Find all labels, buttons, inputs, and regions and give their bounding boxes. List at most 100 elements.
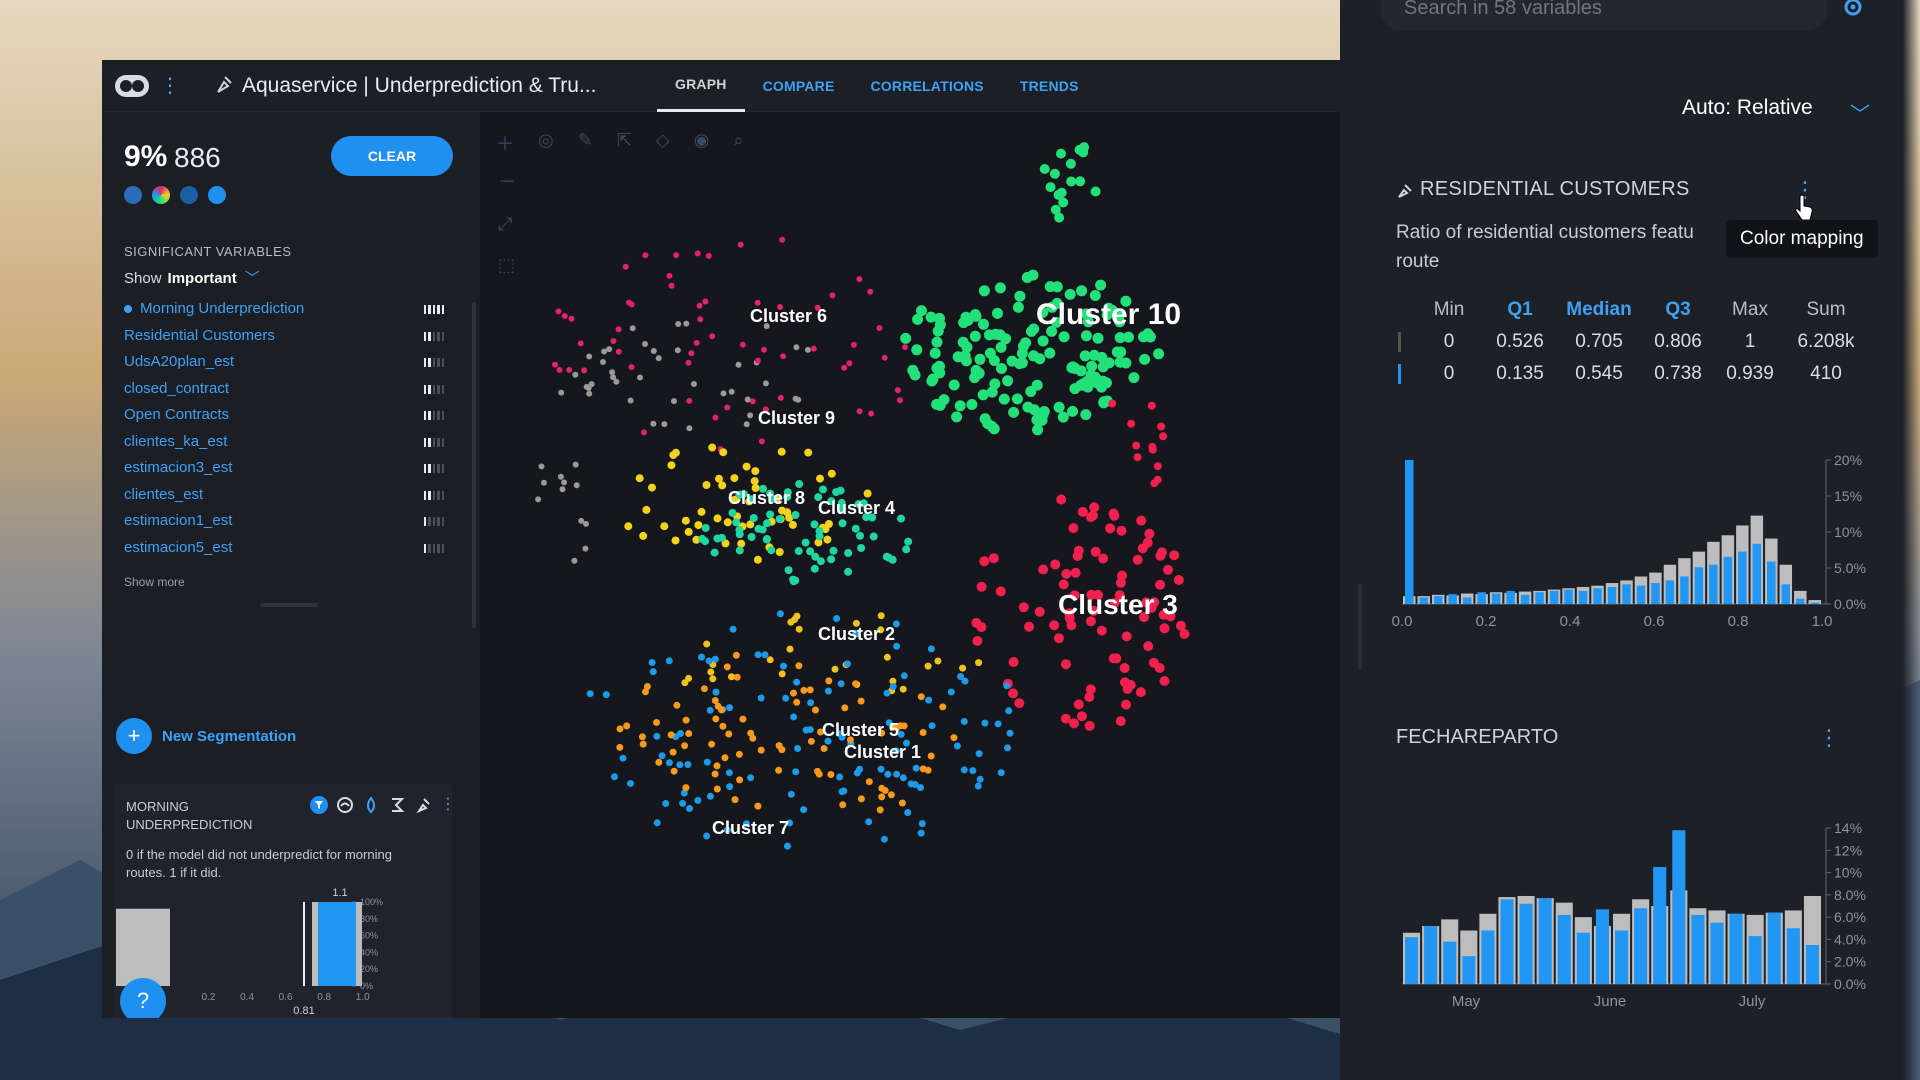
node-point[interactable] [552,361,558,368]
node-point[interactable] [1044,281,1056,293]
node-point[interactable] [986,386,998,398]
node-point[interactable] [746,520,755,529]
node-point[interactable] [1157,422,1166,431]
pin-icon[interactable] [414,796,432,814]
node-point[interactable] [578,517,585,524]
node-point[interactable] [939,703,947,711]
node-point[interactable] [754,299,761,306]
cluster-label[interactable]: Cluster 2 [818,624,895,644]
node-point[interactable] [1000,333,1012,345]
node-point[interactable] [892,620,900,628]
node-point[interactable] [1088,349,1100,361]
node-point[interactable] [1153,462,1162,471]
node-point[interactable] [880,835,888,843]
node-point[interactable] [846,360,853,367]
node-point[interactable] [1095,279,1107,291]
new-segmentation-button[interactable]: + New Segmentation [116,718,296,754]
node-point[interactable] [1088,510,1098,521]
layers-icon[interactable]: ◉ [693,130,710,150]
node-point[interactable] [814,304,821,311]
mode-icon[interactable] [336,796,354,814]
app-menu-icon[interactable]: ⋮ [160,75,180,97]
node-point[interactable] [800,686,808,694]
node-point[interactable] [807,737,815,745]
node-point[interactable] [1108,653,1119,664]
node-point[interactable] [1089,502,1100,513]
node-point[interactable] [1159,623,1170,634]
node-point[interactable] [737,241,744,248]
node-point[interactable] [708,443,717,452]
node-point[interactable] [713,762,721,770]
node-point[interactable] [846,736,854,744]
node-point[interactable] [885,719,893,727]
node-point[interactable] [1098,553,1109,564]
node-point[interactable] [766,656,774,664]
node-point[interactable] [902,344,908,351]
node-point[interactable] [700,685,708,693]
node-point[interactable] [780,353,787,360]
node-point[interactable] [712,688,720,696]
node-point[interactable] [1120,295,1132,307]
node-point[interactable] [627,397,634,404]
node-point[interactable] [897,514,905,523]
node-point[interactable] [629,325,636,332]
node-point[interactable] [786,645,794,653]
node-point[interactable] [917,693,925,701]
node-point[interactable] [775,548,784,556]
node-point[interactable] [1006,729,1014,737]
help-button[interactable]: ? [120,978,166,1018]
node-point[interactable] [810,345,817,352]
node-point[interactable] [776,610,784,618]
node-point[interactable] [665,759,673,767]
card-menu-icon[interactable]: ⋮ [440,796,456,813]
node-point[interactable] [1163,564,1173,575]
node-point[interactable] [698,653,705,661]
node-point[interactable] [747,729,755,737]
node-point[interactable] [788,520,797,529]
node-point[interactable] [1169,550,1180,561]
target-icon[interactable]: ◎ [538,130,554,150]
chevron-down-icon[interactable]: ﹀ [1850,104,1870,126]
node-point[interactable] [793,344,800,351]
node-point[interactable] [588,381,595,388]
node-point[interactable] [767,546,776,555]
variable-item[interactable]: Open Contracts [124,402,444,429]
search-icon[interactable]: ⌕ [733,130,744,150]
node-point[interactable] [780,662,787,670]
node-point[interactable] [778,506,786,515]
node-point[interactable] [898,799,906,807]
node-point[interactable] [669,451,678,460]
node-point[interactable] [782,694,790,702]
node-point[interactable] [673,252,680,259]
node-point[interactable] [804,448,813,457]
node-point[interactable] [981,719,989,727]
node-point[interactable] [972,636,983,646]
node-point[interactable] [725,730,733,738]
node-point[interactable] [655,758,663,766]
node-point[interactable] [622,263,629,270]
node-point[interactable] [851,524,860,533]
node-point[interactable] [1114,309,1126,321]
node-point[interactable] [698,534,707,543]
node-point[interactable] [586,390,593,397]
node-point[interactable] [697,316,704,323]
node-point[interactable] [995,341,1007,353]
share-icon[interactable]: ⇱ [616,130,632,150]
node-point[interactable] [775,766,783,774]
node-point[interactable] [1064,608,1075,619]
node-point[interactable] [783,488,792,497]
node-point[interactable] [950,734,958,742]
node-point[interactable] [791,511,800,519]
cluster-label[interactable]: Cluster 5 [822,720,899,740]
node-point[interactable] [850,341,857,348]
node-point[interactable] [969,330,981,342]
fechareparto-menu-icon[interactable]: ⋮ [1818,725,1840,750]
node-point[interactable] [726,704,734,712]
node-point[interactable] [556,366,563,373]
cluster-label[interactable]: Cluster 9 [758,408,835,428]
node-point[interactable] [626,299,632,306]
node-point[interactable] [723,826,731,834]
node-point[interactable] [995,586,1006,597]
node-point[interactable] [820,745,828,752]
node-point[interactable] [984,347,996,359]
